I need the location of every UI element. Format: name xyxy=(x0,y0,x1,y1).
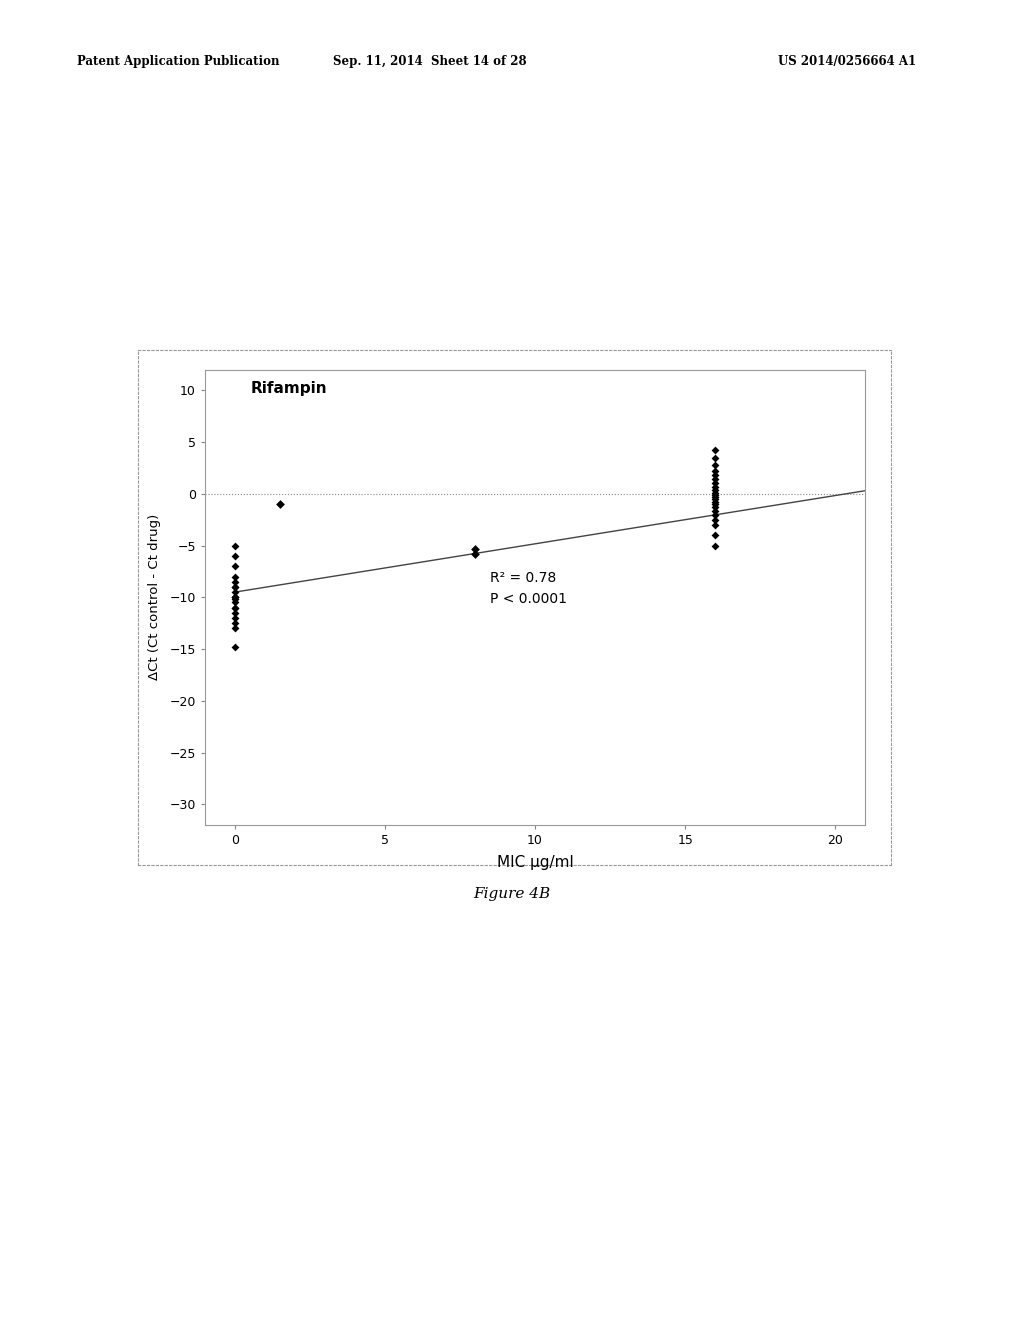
Point xyxy=(226,602,243,623)
Point xyxy=(226,586,243,607)
Point xyxy=(226,556,243,577)
Point xyxy=(707,504,723,525)
Text: Rifampin: Rifampin xyxy=(251,381,328,396)
Point xyxy=(707,440,723,461)
Point xyxy=(226,572,243,593)
Point xyxy=(226,582,243,603)
Point xyxy=(707,482,723,503)
Point xyxy=(226,566,243,587)
Point xyxy=(707,477,723,498)
Point xyxy=(226,612,243,634)
Point xyxy=(707,454,723,475)
Point xyxy=(707,515,723,536)
Text: Patent Application Publication: Patent Application Publication xyxy=(77,55,280,69)
Point xyxy=(707,469,723,490)
Point xyxy=(226,577,243,598)
Point xyxy=(271,494,288,515)
Point xyxy=(707,500,723,521)
Point xyxy=(226,636,243,657)
Text: US 2014/0256664 A1: US 2014/0256664 A1 xyxy=(778,55,916,69)
Point xyxy=(707,484,723,506)
Point xyxy=(707,447,723,469)
Point xyxy=(226,545,243,566)
Point xyxy=(707,488,723,510)
Y-axis label: ΔCt (Ct control - Ct drug): ΔCt (Ct control - Ct drug) xyxy=(148,515,161,680)
Point xyxy=(226,607,243,628)
Point xyxy=(707,510,723,531)
X-axis label: MIC μg/ml: MIC μg/ml xyxy=(497,855,573,870)
Point xyxy=(707,535,723,556)
Point xyxy=(707,496,723,517)
Point xyxy=(226,586,243,607)
Point xyxy=(707,494,723,515)
Point xyxy=(226,586,243,607)
Point xyxy=(467,539,483,560)
Point xyxy=(226,597,243,618)
Point xyxy=(707,465,723,486)
Text: Sep. 11, 2014  Sheet 14 of 28: Sep. 11, 2014 Sheet 14 of 28 xyxy=(333,55,527,69)
Point xyxy=(226,618,243,639)
Point xyxy=(226,535,243,556)
Text: Figure 4B: Figure 4B xyxy=(473,887,551,902)
Point xyxy=(707,524,723,545)
Point xyxy=(707,491,723,512)
Point xyxy=(467,544,483,565)
Point xyxy=(226,577,243,598)
Point xyxy=(226,597,243,618)
Point xyxy=(226,589,243,610)
Point xyxy=(707,479,723,500)
Text: R² = 0.78
P < 0.0001: R² = 0.78 P < 0.0001 xyxy=(490,572,567,606)
Point xyxy=(707,486,723,507)
Point xyxy=(707,473,723,494)
Point xyxy=(707,461,723,482)
Point xyxy=(226,591,243,612)
